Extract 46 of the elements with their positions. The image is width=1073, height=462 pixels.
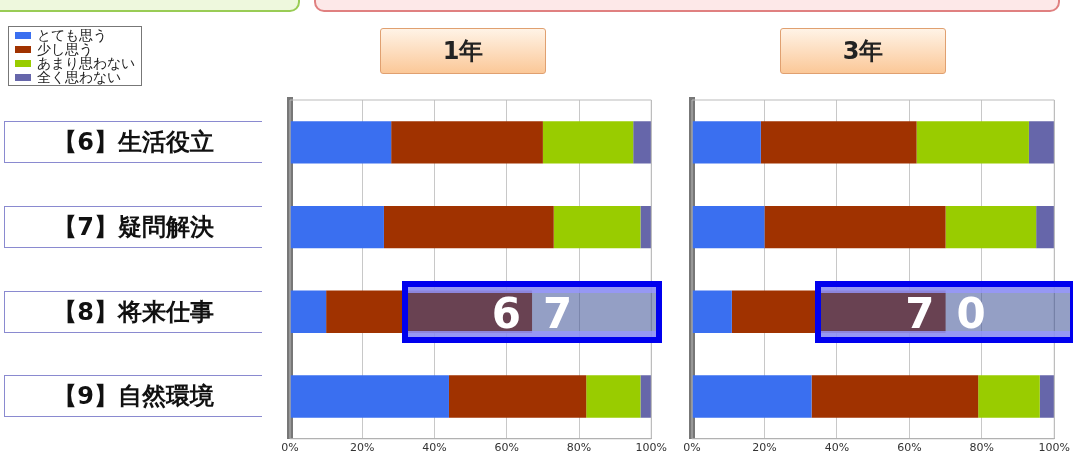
bar bbox=[586, 375, 641, 418]
bar bbox=[391, 121, 543, 164]
bar bbox=[692, 205, 765, 249]
bar bbox=[1028, 121, 1055, 164]
bar bbox=[633, 121, 652, 164]
bar bbox=[383, 205, 554, 249]
bar bbox=[640, 205, 652, 249]
x-tick-label: 0% bbox=[281, 441, 299, 455]
bar bbox=[811, 375, 979, 418]
bar bbox=[1036, 205, 1055, 249]
bar bbox=[978, 375, 1040, 418]
x-tick-label: 100% bbox=[1038, 441, 1070, 455]
x-tick-label: 80% bbox=[969, 441, 995, 455]
annotation: 70 bbox=[904, 288, 1008, 338]
x-tick-label: 0% bbox=[683, 441, 701, 455]
bar bbox=[945, 205, 1037, 249]
bar bbox=[448, 375, 587, 418]
bar bbox=[692, 121, 761, 164]
bar bbox=[692, 375, 812, 418]
x-tick-label: 80% bbox=[566, 441, 592, 455]
bar bbox=[1039, 375, 1055, 418]
bar bbox=[290, 290, 327, 333]
y-tick-label: 【8】将来仕事 bbox=[4, 290, 262, 333]
x-tick-label: 60% bbox=[897, 441, 922, 455]
bar bbox=[542, 121, 634, 164]
y-tick-label: 【6】生活役立 bbox=[4, 121, 262, 164]
x-tick-label: 40% bbox=[824, 441, 850, 455]
x-tick-label: 20% bbox=[350, 441, 375, 455]
bar bbox=[916, 121, 1029, 164]
legend-label: とても思う bbox=[36, 27, 108, 43]
y-tick-label: 【7】疑問解決 bbox=[4, 206, 262, 249]
bar bbox=[553, 205, 641, 249]
y-tick-label: 【9】自然環境 bbox=[4, 375, 262, 418]
bar bbox=[290, 121, 392, 164]
x-tick-label: 40% bbox=[422, 441, 447, 455]
bar bbox=[764, 205, 946, 249]
bar bbox=[290, 375, 449, 418]
bar bbox=[692, 290, 732, 333]
chart-title: 3年 bbox=[780, 28, 946, 74]
x-tick-label: 20% bbox=[752, 441, 777, 455]
bar bbox=[760, 121, 917, 164]
bar bbox=[290, 205, 384, 249]
x-tick-label: 60% bbox=[494, 441, 519, 455]
chart-title: 1年 bbox=[380, 28, 546, 74]
x-tick-label: 100% bbox=[635, 441, 667, 455]
bar bbox=[640, 375, 652, 418]
